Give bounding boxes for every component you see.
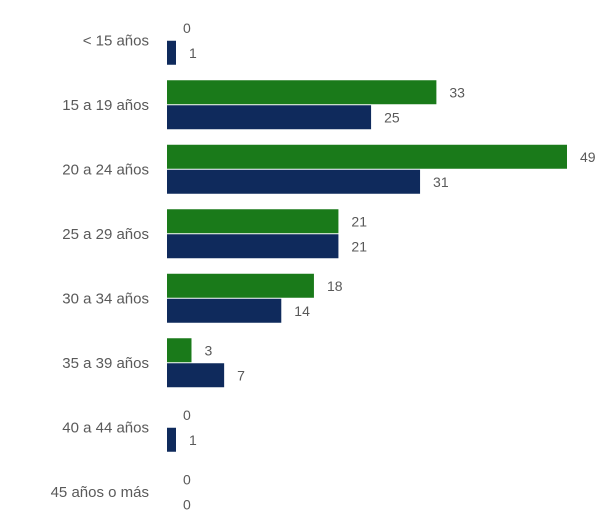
data-label-25-a-29-anos-series-1: 21 bbox=[351, 213, 367, 229]
bar-15-a-19-anos-series-1 bbox=[167, 80, 437, 105]
category-label-35-a-39-anos: 35 a 39 años bbox=[62, 355, 149, 372]
bar-30-a-34-anos-series-2 bbox=[167, 298, 282, 323]
data-label-30-a-34-anos-series-1: 18 bbox=[327, 278, 343, 294]
data-label-25-a-29-anos-series-2: 21 bbox=[351, 238, 367, 254]
category-label-30-a-34-anos: 30 a 34 años bbox=[62, 290, 149, 307]
bar-marks bbox=[167, 40, 567, 452]
data-label-lt-15-anos-series-2: 1 bbox=[189, 45, 197, 61]
bar-25-a-29-anos-series-2 bbox=[167, 234, 339, 259]
bar-20-a-24-anos-series-2 bbox=[167, 169, 421, 194]
data-label-lt-15-anos-series-1: 0 bbox=[183, 20, 191, 36]
bar-20-a-24-anos-series-1 bbox=[167, 144, 567, 169]
bar-25-a-29-anos-series-1 bbox=[167, 209, 339, 234]
data-label-15-a-19-anos-series-2: 25 bbox=[384, 109, 400, 125]
data-label-35-a-39-anos-series-2: 7 bbox=[237, 367, 245, 383]
bar-35-a-39-anos-series-2 bbox=[167, 363, 225, 388]
data-label-40-a-44-anos-series-1: 0 bbox=[183, 407, 191, 423]
category-label-25-a-29-anos: 25 a 29 años bbox=[62, 226, 149, 243]
data-labels: 0 1 33 25 49 31 21 21 18 14 3 7 0 1 0 0 bbox=[183, 20, 596, 512]
data-label-40-a-44-anos-series-2: 1 bbox=[189, 432, 197, 448]
data-label-45-anos-o-mas-series-2: 0 bbox=[183, 496, 191, 512]
data-label-15-a-19-anos-series-1: 33 bbox=[449, 84, 465, 100]
data-label-20-a-24-anos-series-2: 31 bbox=[433, 174, 449, 190]
category-label-20-a-24-anos: 20 a 24 años bbox=[62, 161, 149, 178]
data-label-30-a-34-anos-series-2: 14 bbox=[294, 303, 310, 319]
bar-40-a-44-anos-series-2 bbox=[167, 427, 176, 452]
data-label-35-a-39-anos-series-1: 3 bbox=[204, 342, 212, 358]
data-label-45-anos-o-mas-series-1: 0 bbox=[183, 471, 191, 487]
category-label-45-anos-o-mas: 45 años o más bbox=[51, 484, 149, 501]
category-label-lt-15-anos: < 15 años bbox=[83, 32, 149, 49]
category-label-40-a-44-anos: 40 a 44 años bbox=[62, 419, 149, 436]
category-label-15-a-19-anos: 15 a 19 años bbox=[62, 97, 149, 114]
bar-lt-15-anos-series-2 bbox=[167, 40, 176, 65]
category-axis-labels: < 15 años 15 a 19 años 20 a 24 años 25 a 29… bbox=[51, 32, 149, 501]
bar-15-a-19-anos-series-2 bbox=[167, 105, 372, 130]
bar-30-a-34-anos-series-1 bbox=[167, 273, 314, 298]
bar-35-a-39-anos-series-1 bbox=[167, 338, 192, 363]
data-label-20-a-24-anos-series-1: 49 bbox=[580, 149, 596, 165]
